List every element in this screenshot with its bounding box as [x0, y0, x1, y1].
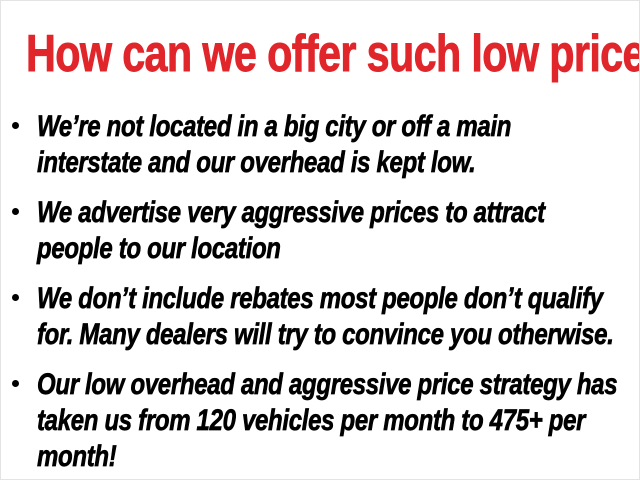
page-title: How can we offer such low prices? — [26, 25, 640, 83]
bullet-point-icon — [12, 294, 19, 301]
bullet-point-icon — [12, 122, 19, 129]
bullet-point-icon — [12, 380, 19, 387]
list-item-text: We don’t include rebates most people don… — [37, 282, 614, 352]
list-item-text: Our low overhead and aggressive price st… — [37, 368, 618, 474]
list-item: We advertise very aggressive prices to a… — [1, 195, 639, 281]
bullet-point-icon — [12, 208, 19, 215]
list-item-text: We advertise very aggressive prices to a… — [37, 196, 546, 266]
list-item-text: We’re not located in a big city or off a… — [37, 110, 512, 180]
bullet-list: We’re not located in a big city or off a… — [1, 109, 639, 473]
list-item: We don’t include rebates most people don… — [1, 281, 639, 367]
list-item: Our low overhead and aggressive price st… — [1, 367, 639, 473]
list-item: We’re not located in a big city or off a… — [1, 109, 639, 195]
